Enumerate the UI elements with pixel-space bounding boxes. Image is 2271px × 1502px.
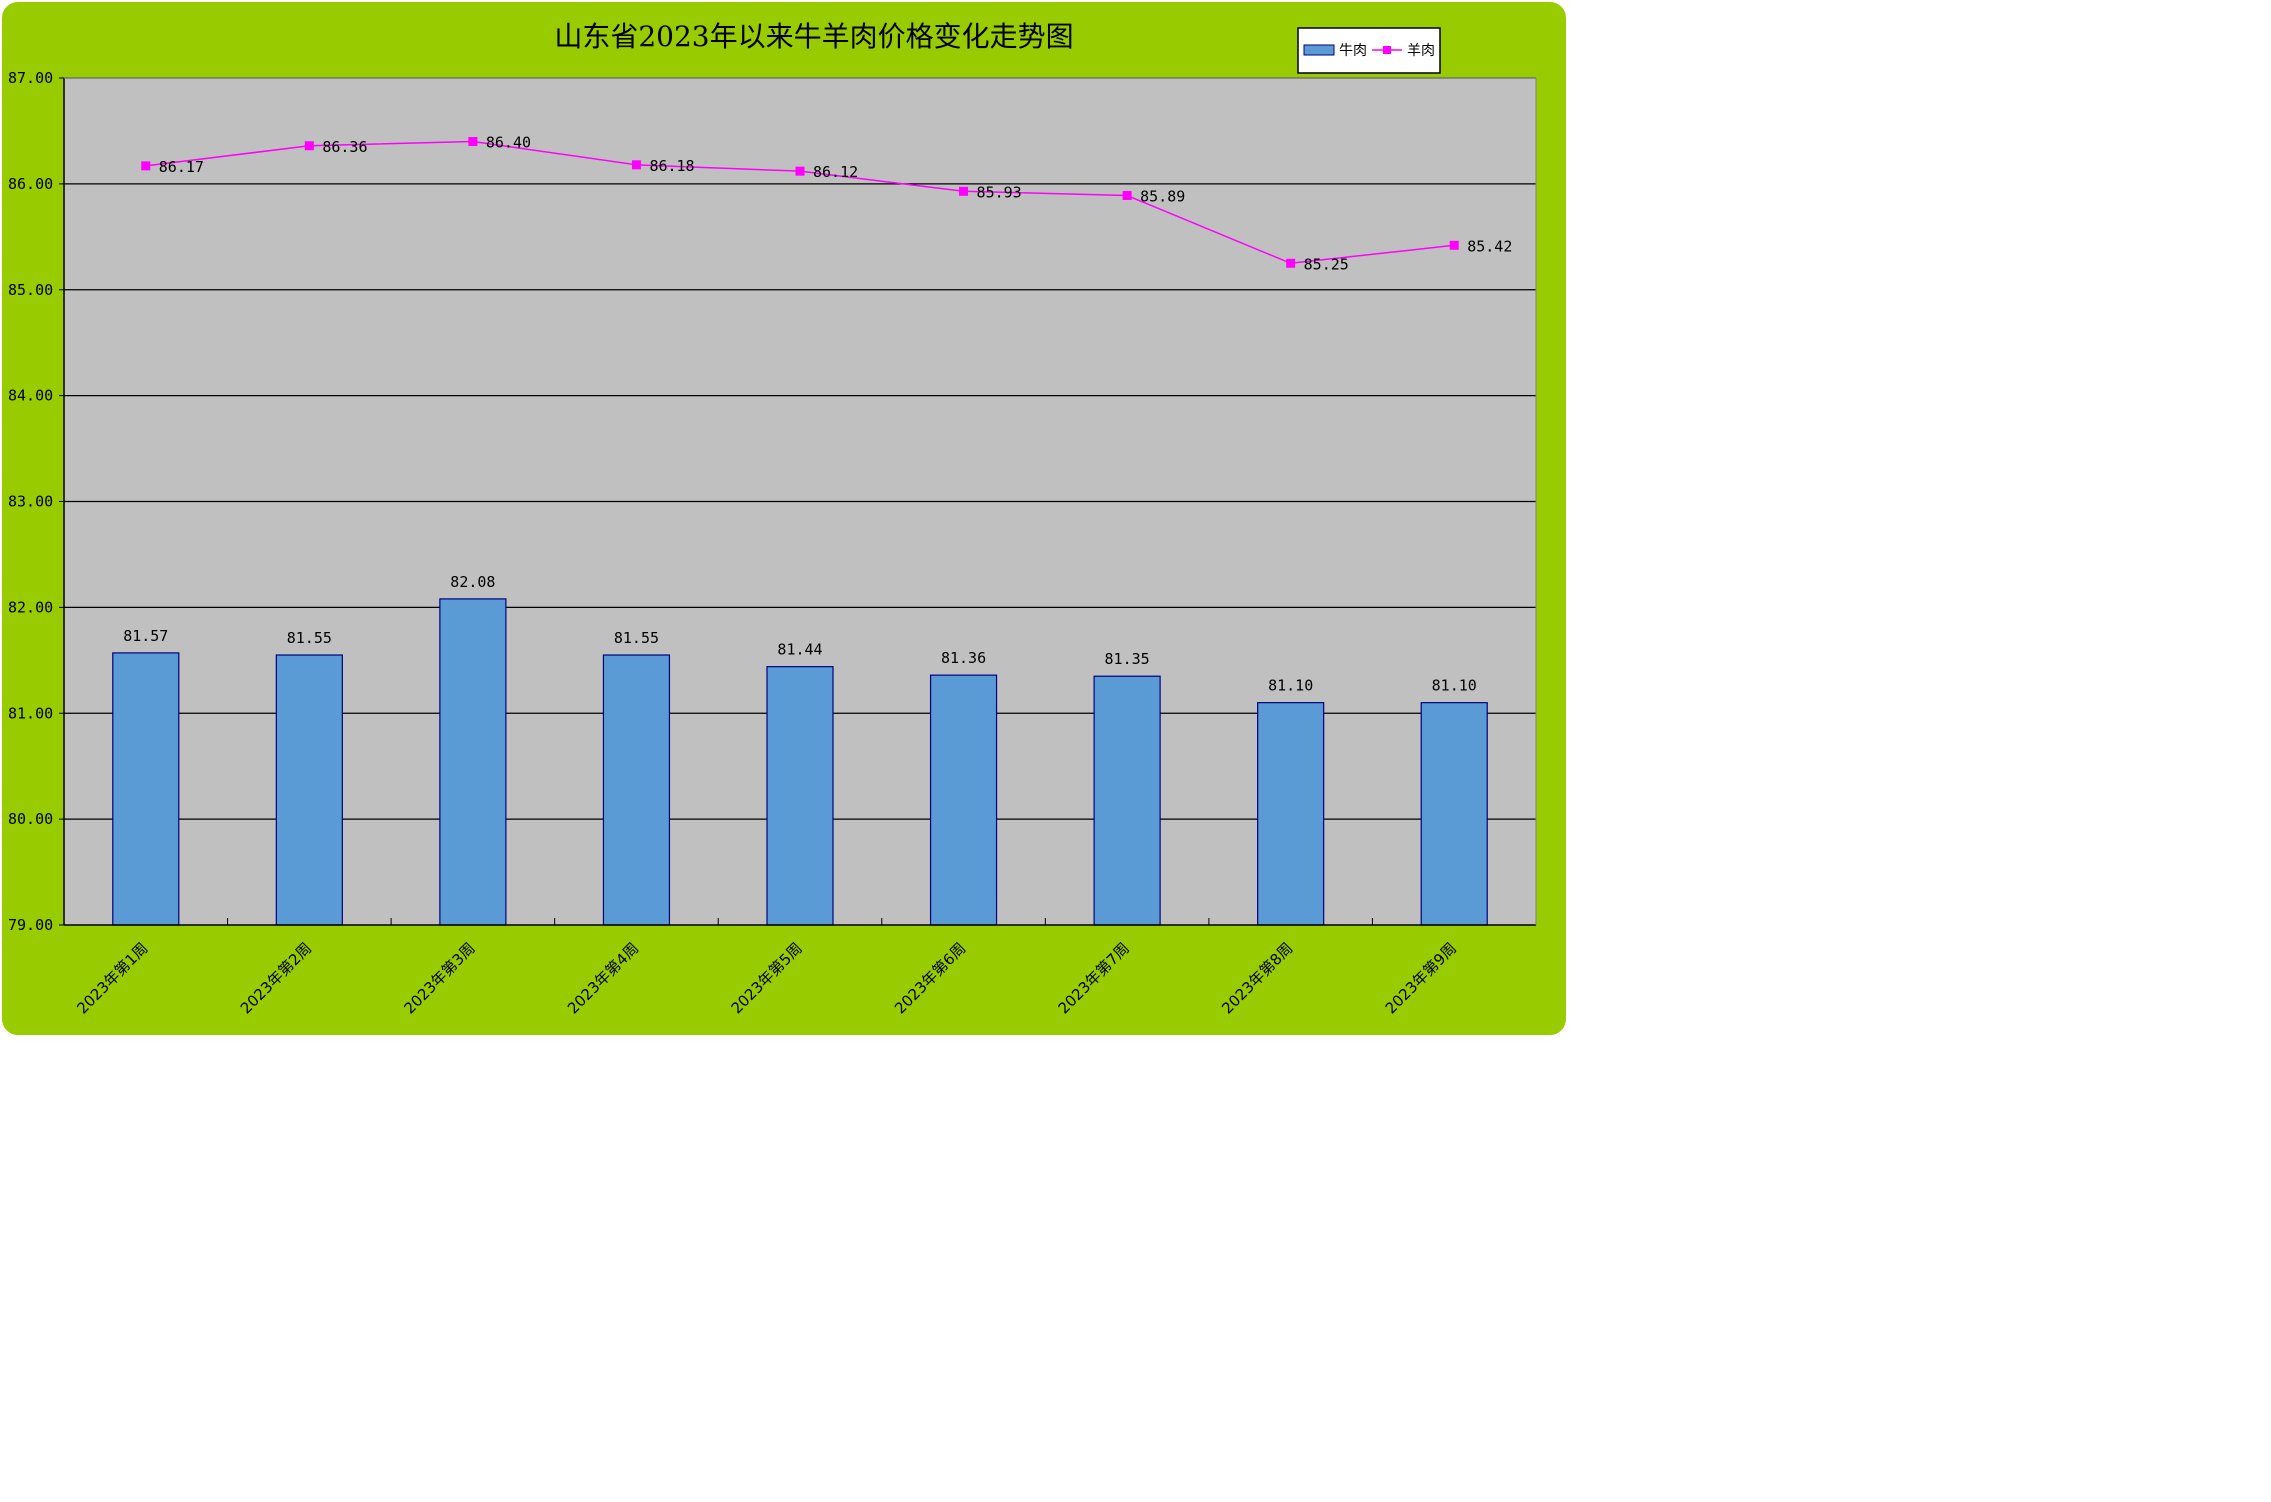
lamb-point	[1286, 258, 1296, 268]
chart-canvas: 山东省2023年以来牛羊肉价格变化走势图 79.00 80.00 81.00 82.0…	[8, 20, 1537, 1017]
x-tick-label: 2023年第8周	[1218, 939, 1296, 1017]
y-tick-label: 87.00	[8, 69, 53, 87]
lamb-point	[304, 141, 314, 151]
lamb-point	[468, 137, 478, 147]
x-tick-label: 2023年第1周	[73, 939, 151, 1017]
beef-bar	[1093, 675, 1161, 926]
beef-value-label: 81.55	[287, 629, 332, 647]
beef-value-label: 81.10	[1268, 677, 1313, 695]
chart-title: 山东省2023年以来牛羊肉价格变化走势图	[554, 20, 1073, 53]
lamb-point	[959, 186, 969, 196]
beef-bar	[439, 598, 507, 926]
beef-value-label: 81.57	[123, 627, 168, 645]
lamb-point	[795, 166, 805, 176]
x-tick-label: 2023年第7周	[1055, 939, 1133, 1017]
legend-beef-swatch	[1303, 44, 1335, 56]
beef-value-label: 82.08	[450, 573, 495, 591]
x-tick-label: 2023年第2周	[237, 939, 315, 1017]
lamb-value-label: 85.25	[1304, 255, 1349, 273]
lamb-value-label: 86.40	[486, 134, 531, 152]
legend-beef-label: 牛肉	[1339, 43, 1367, 59]
beef-value-label: 81.44	[777, 641, 822, 659]
lamb-point	[141, 161, 151, 171]
beef-bar	[112, 652, 180, 926]
legend-box	[1297, 27, 1441, 74]
beef-bar	[275, 654, 343, 926]
x-tick-label: 2023年第5周	[728, 939, 806, 1017]
lamb-line: 86.17 86.36 86.40 86.18 86.12 85.93 85.89 85.25…	[141, 134, 1512, 273]
lamb-value-label: 85.42	[1467, 237, 1512, 255]
y-tick-label: 83.00	[8, 493, 53, 511]
lamb-value-label: 85.89	[1140, 188, 1185, 206]
beef-bar	[1420, 702, 1488, 926]
lamb-point	[631, 160, 641, 170]
beef-value-label: 81.55	[614, 629, 659, 647]
y-tick-label: 86.00	[8, 175, 53, 193]
beef-value-label: 81.36	[941, 649, 986, 667]
x-axis-ticks: 2023年第1周 2023年第2周 2023年第3周 2023年第4周 2023年第5周…	[73, 918, 1460, 1017]
lamb-value-label: 86.18	[649, 157, 694, 175]
axes	[63, 77, 1537, 926]
beef-value-label: 81.35	[1105, 650, 1150, 668]
x-tick-label: 2023年第3周	[400, 939, 478, 1017]
lamb-value-label: 86.36	[322, 138, 367, 156]
y-tick-label: 84.00	[8, 387, 53, 405]
lamb-value-label: 86.17	[159, 158, 204, 176]
x-tick-label: 2023年第6周	[891, 939, 969, 1017]
lamb-value-label: 86.12	[813, 163, 858, 181]
chart-frame: 山东省2023年以来牛羊肉价格变化走势图 79.00 80.00 81.00 82.0…	[0, 0, 1568, 1037]
lamb-point	[1449, 240, 1459, 250]
x-tick-label: 2023年第9周	[1382, 939, 1460, 1017]
legend: 牛肉 羊肉	[1297, 27, 1441, 74]
y-tick-label: 85.00	[8, 281, 53, 299]
y-tick-label: 81.00	[8, 704, 53, 722]
y-tick-label: 82.00	[8, 598, 53, 616]
beef-value-label: 81.10	[1432, 677, 1477, 695]
beef-bar	[766, 666, 834, 926]
y-tick-label: 80.00	[8, 810, 53, 828]
beef-bars: 81.57 81.55 82.08 81.55 81.44 81.36 81.35 81.10…	[112, 573, 1488, 926]
y-axis-ticks: 79.00 80.00 81.00 82.00 83.00 84.00 85.00 86.00…	[8, 69, 64, 934]
lamb-point	[1122, 191, 1132, 201]
lamb-value-label: 85.93	[977, 183, 1022, 201]
y-tick-label: 79.00	[8, 916, 53, 934]
beef-bar	[1257, 702, 1325, 926]
beef-bar	[602, 654, 671, 926]
legend-lamb-label: 羊肉	[1407, 43, 1435, 59]
beef-bar	[929, 674, 998, 926]
legend-lamb-marker	[1383, 46, 1391, 54]
x-tick-label: 2023年第4周	[564, 939, 642, 1017]
